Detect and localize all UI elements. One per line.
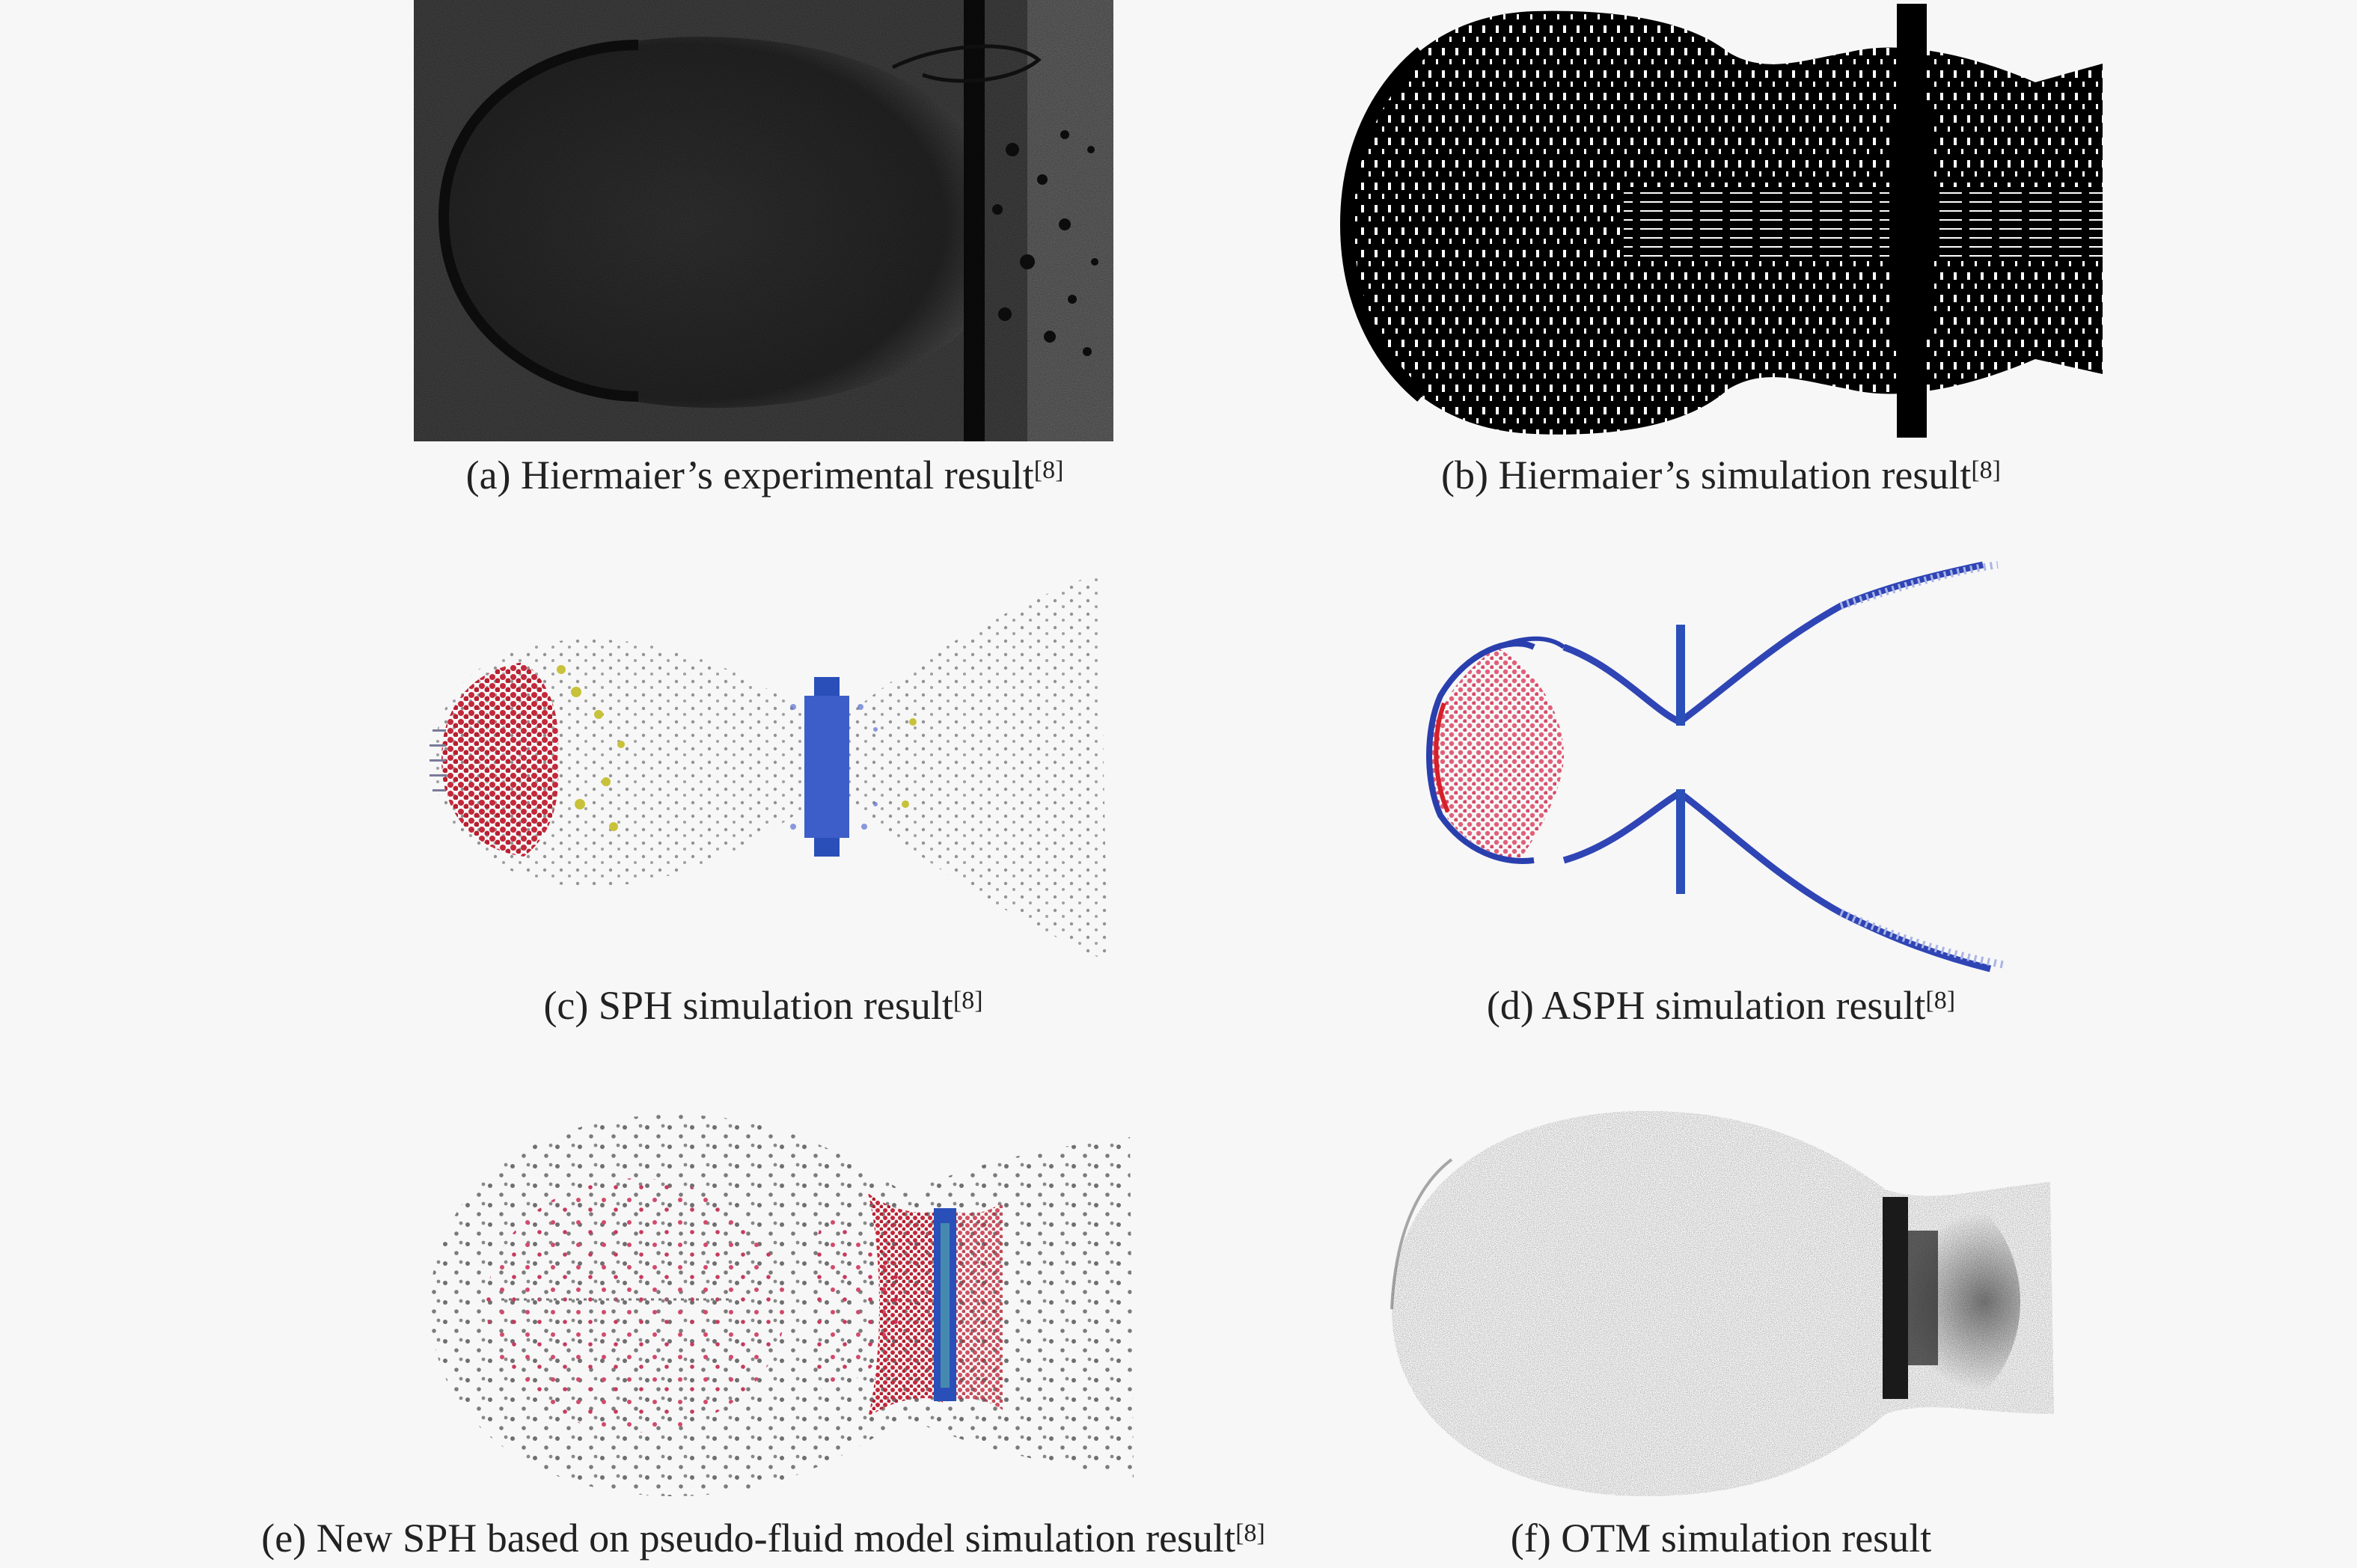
panel-e-image [419,1103,1137,1507]
panel-d-image [1422,561,2028,973]
caption-panel-c: (c) SPH simulation result[8] [543,983,983,1028]
caption-panel-d: (d) ASPH simulation result[8] [1486,983,1956,1028]
caption-panel-b: (b) Hiermaier’s simulation result[8] [1441,453,2001,497]
caption-panel-f: (f) OTM simulation result [1510,1516,1932,1561]
panel-b-image [1339,0,2106,445]
panel-f-image [1377,1100,2073,1507]
panel-a-image [414,0,1113,441]
caption-panel-e: (e) New SPH based on pseudo-fluid model … [261,1516,1265,1561]
panel-c-image [427,557,1115,976]
caption-panel-a: (a) Hiermaier’s experimental result[8] [465,453,1064,497]
